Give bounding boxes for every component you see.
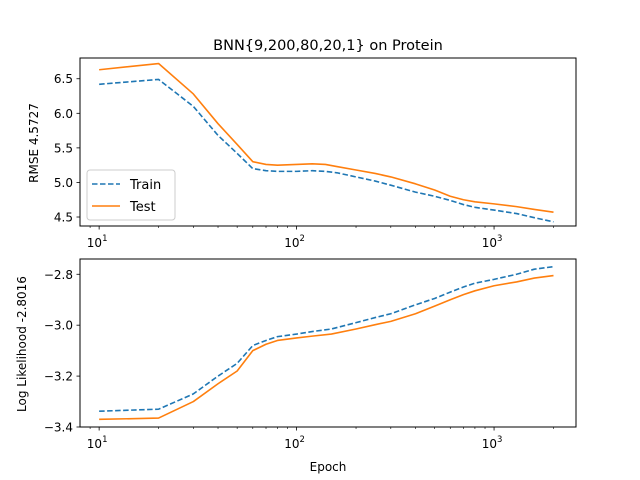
rmse-plot-frame — [79, 57, 577, 227]
log-likelihood-y-tick-label: −3.2 — [44, 370, 73, 384]
legend-train-label: Train — [129, 178, 161, 193]
rmse-test-line — [99, 62, 554, 213]
rmse-y-tick-label: 5.0 — [54, 176, 73, 190]
log-likelihood-train-line — [99, 265, 554, 413]
rmse-x-tick-label: 102 — [284, 234, 305, 250]
log-likelihood-y-tick-label: −3.0 — [44, 319, 73, 333]
legend-box — [86, 169, 176, 221]
legend-test-label: Test — [129, 200, 156, 215]
rmse-y-tick-label: 6.5 — [54, 72, 73, 86]
rmse-y-tick-label: 5.5 — [54, 141, 73, 155]
rmse-y-tick-label: 6.0 — [54, 107, 73, 121]
log-likelihood-panel: Log Likelihood -2.8016 Epoch 101 102 103 −3… — [15, 258, 577, 474]
legend: Train Test — [86, 169, 176, 221]
log-likelihood-test-line — [99, 274, 554, 421]
log-likelihood-x-tick-label: 101 — [87, 435, 108, 451]
x-axis-label: Epoch — [310, 460, 347, 474]
rmse-y-axis-label: RMSE 4.5727 — [27, 103, 41, 183]
rmse-panel: BNN{9,200,80,20,1} on Protein RMSE 4.572… — [27, 38, 577, 250]
log-likelihood-x-tick-label: 103 — [482, 435, 503, 451]
rmse-train-line — [99, 78, 554, 223]
log-likelihood-x-tick-label: 102 — [284, 435, 305, 451]
log-likelihood-y-tick-label: −3.4 — [44, 421, 73, 435]
rmse-x-tick-label: 101 — [87, 234, 108, 250]
log-likelihood-y-axis-label: Log Likelihood -2.8016 — [15, 276, 29, 412]
log-likelihood-y-tick-label: −2.8 — [44, 268, 73, 282]
log-likelihood-plot-frame — [79, 258, 577, 428]
rmse-x-tick-label: 103 — [482, 234, 503, 250]
rmse-y-tick-label: 4.5 — [54, 211, 73, 225]
chart-title: BNN{9,200,80,20,1} on Protein — [213, 38, 443, 54]
